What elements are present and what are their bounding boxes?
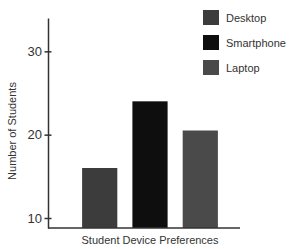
y-tick: 10 (28, 211, 52, 226)
x-axis (48, 228, 240, 229)
y-tick: 20 (28, 127, 52, 142)
legend-item: Desktop (203, 10, 266, 25)
y-tick-label: 10 (28, 211, 42, 226)
y-tick-line (45, 218, 52, 220)
bar (82, 168, 117, 228)
x-axis-title: Student Device Preferences (82, 234, 219, 246)
y-tick-label: 30 (28, 44, 42, 59)
legend-item: Smartphone (203, 35, 286, 50)
legend-item: Laptop (203, 60, 260, 75)
y-tick-line (45, 134, 52, 136)
y-axis-line (48, 19, 50, 229)
legend: Desktop Smartphone Laptop (203, 10, 286, 75)
chart: 10 20 30 Number of Students Student Device P… (0, 0, 300, 249)
legend-label: Smartphone (226, 37, 286, 49)
y-tick-line (45, 51, 52, 53)
legend-label: Laptop (226, 62, 260, 74)
legend-swatch (203, 60, 219, 75)
legend-label: Desktop (226, 12, 266, 24)
y-axis-title: Number of Students (6, 82, 18, 180)
legend-swatch (203, 35, 219, 50)
bar (132, 101, 167, 228)
x-axis-line (48, 227, 240, 229)
y-axis: 10 20 30 (28, 19, 52, 229)
y-tick-label: 20 (28, 127, 42, 142)
y-tick: 30 (28, 44, 52, 59)
bar (183, 131, 218, 229)
legend-swatch (203, 10, 219, 25)
bars (82, 101, 218, 228)
